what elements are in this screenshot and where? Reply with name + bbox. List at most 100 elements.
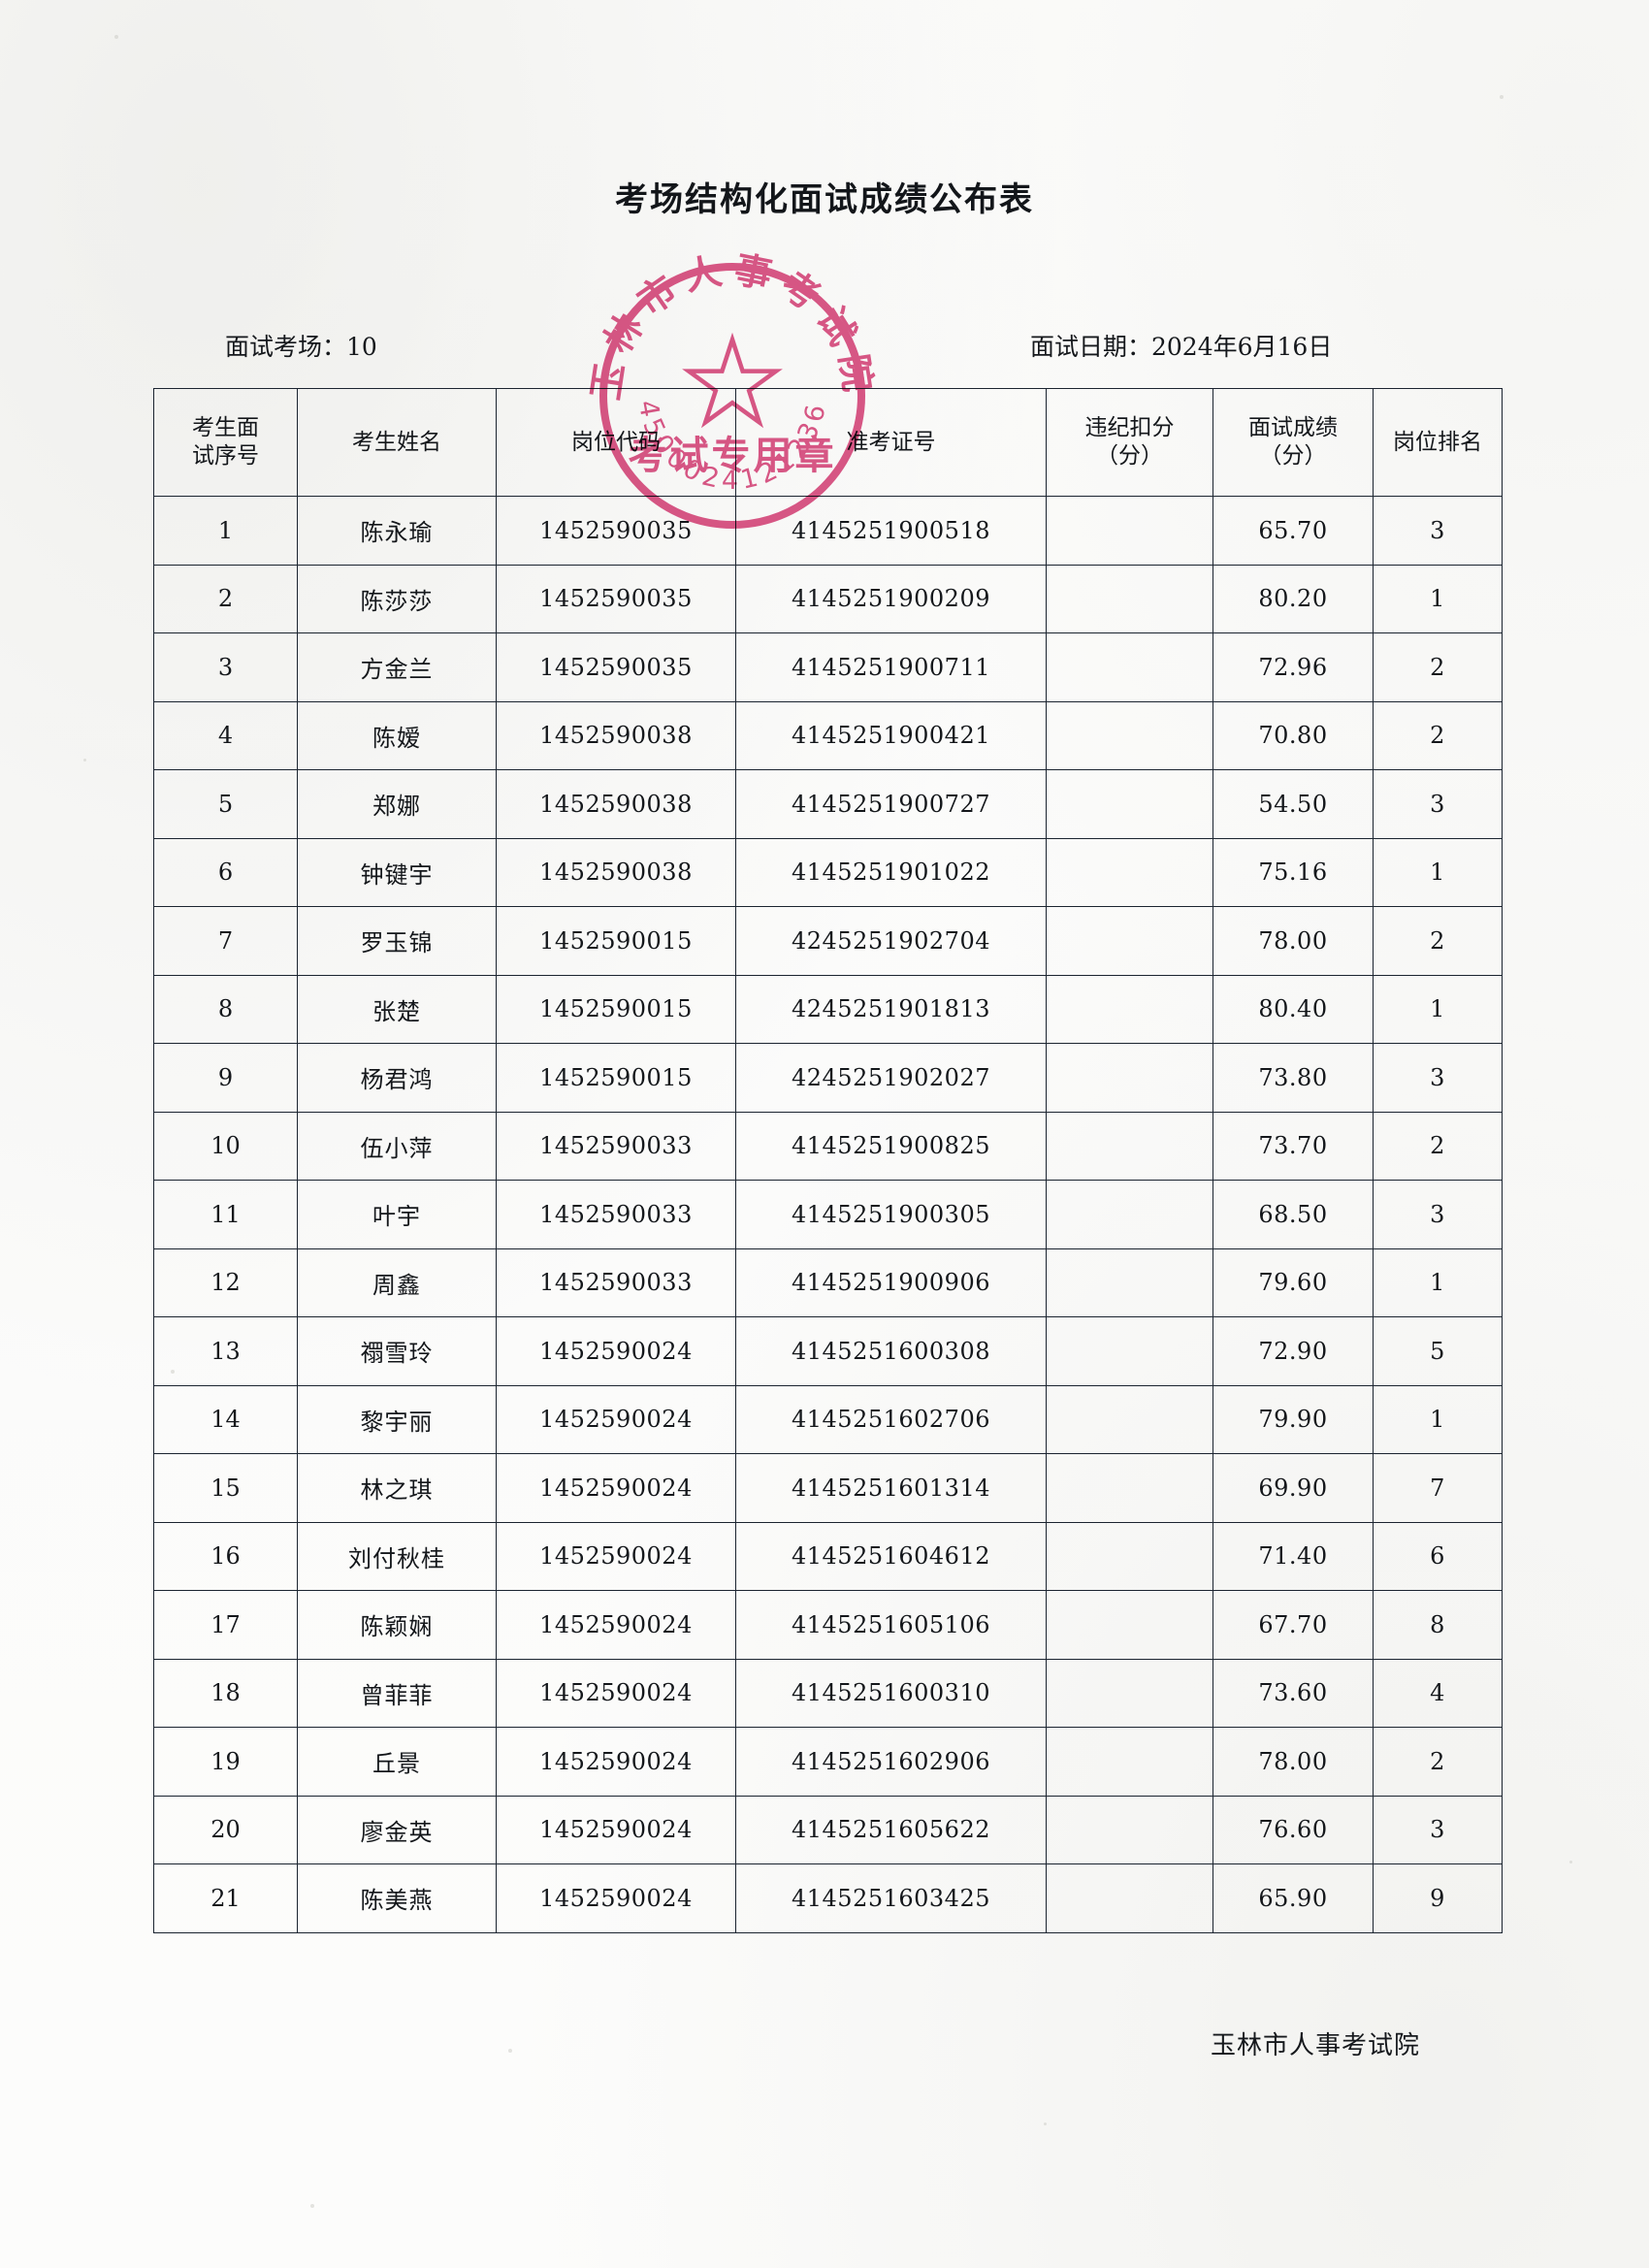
cell-name: 黎宇丽 <box>297 1384 497 1454</box>
cell-score: 72.96 <box>1212 632 1374 702</box>
cell-ticket: 4145251601314 <box>735 1453 1047 1523</box>
cell-deduct <box>1046 1316 1213 1386</box>
table-row: 12 周鑫 1452590033 4145251900906 79.60 1 <box>153 1247 1503 1317</box>
col-header-score-line2: （分） <box>1259 443 1327 469</box>
table-row: 17 陈颖娴 1452590024 4145251605106 67.70 8 <box>153 1590 1503 1660</box>
table-row: 6 钟键宇 1452590038 4145251901022 75.16 1 <box>153 837 1503 907</box>
cell-code: 1452590024 <box>496 1316 736 1386</box>
col-header-rank-line1: 岗位排名 <box>1393 429 1482 455</box>
scan-speck <box>114 35 118 39</box>
cell-ticket: 4145251900906 <box>735 1247 1047 1317</box>
table-row: 16 刘付秋桂 1452590024 4145251604612 71.40 6 <box>153 1521 1503 1591</box>
col-header-score: 面试成绩 （分） <box>1212 388 1374 497</box>
cell-score: 71.40 <box>1212 1521 1374 1591</box>
cell-deduct <box>1046 1795 1213 1864</box>
cell-rank: 1 <box>1373 974 1503 1044</box>
cell-seq: 1 <box>153 496 298 566</box>
cell-name: 张楚 <box>297 974 497 1044</box>
cell-score: 78.00 <box>1212 906 1374 976</box>
table-row: 10 伍小萍 1452590033 4145251900825 73.70 2 <box>153 1111 1503 1181</box>
cell-ticket: 4145251600308 <box>735 1316 1047 1386</box>
cell-score: 73.70 <box>1212 1111 1374 1181</box>
col-header-deduction-line1: 违纪扣分 <box>1084 415 1175 441</box>
cell-code: 1452590035 <box>496 564 736 633</box>
cell-deduct <box>1046 1043 1213 1113</box>
table-header: 考生面 试序号 考生姓名 岗位代码 准考证号 违纪扣分 （分） <box>153 388 1503 497</box>
col-header-seq-line2: 试序号 <box>192 443 259 469</box>
cell-seq: 16 <box>153 1521 298 1591</box>
cell-score: 68.50 <box>1212 1180 1374 1249</box>
issuing-organization: 玉林市人事考试院 <box>1211 2031 1421 2060</box>
table-header-row: 考生面 试序号 考生姓名 岗位代码 准考证号 违纪扣分 （分） <box>153 388 1503 497</box>
cell-rank: 8 <box>1373 1590 1503 1660</box>
cell-code: 1452590015 <box>496 906 736 976</box>
cell-rank: 3 <box>1373 769 1503 839</box>
table-row: 7 罗玉锦 1452590015 4245251902704 78.00 2 <box>153 906 1503 976</box>
cell-ticket: 4145251900209 <box>735 564 1047 633</box>
cell-deduct <box>1046 1247 1213 1317</box>
cell-rank: 1 <box>1373 1247 1503 1317</box>
scan-speck <box>1569 1861 1572 1863</box>
cell-name: 叶宇 <box>297 1180 497 1249</box>
cell-rank: 3 <box>1373 1043 1503 1113</box>
cell-name: 陈美燕 <box>297 1863 497 1933</box>
cell-deduct <box>1046 906 1213 976</box>
cell-code: 1452590038 <box>496 837 736 907</box>
scan-speck <box>1500 95 1504 99</box>
cell-code: 1452590033 <box>496 1180 736 1249</box>
cell-ticket: 4145251605622 <box>735 1795 1047 1864</box>
cell-name: 钟键宇 <box>297 837 497 907</box>
cell-ticket: 4145251900421 <box>735 700 1047 770</box>
cell-seq: 18 <box>153 1658 298 1728</box>
cell-ticket: 4145251900727 <box>735 769 1047 839</box>
cell-name: 廖金英 <box>297 1795 497 1864</box>
cell-deduct <box>1046 1590 1213 1660</box>
cell-deduct <box>1046 1384 1213 1454</box>
col-header-code: 岗位代码 <box>496 388 736 497</box>
table-row: 13 禤雪玲 1452590024 4145251600308 72.90 5 <box>153 1316 1503 1386</box>
table-row: 14 黎宇丽 1452590024 4145251602706 79.90 1 <box>153 1384 1503 1454</box>
cell-deduct <box>1046 1180 1213 1249</box>
cell-score: 80.40 <box>1212 974 1374 1044</box>
cell-code: 1452590038 <box>496 769 736 839</box>
cell-seq: 12 <box>153 1247 298 1317</box>
cell-rank: 1 <box>1373 1384 1503 1454</box>
cell-seq: 3 <box>153 632 298 702</box>
cell-rank: 1 <box>1373 564 1503 633</box>
cell-rank: 3 <box>1373 1795 1503 1864</box>
cell-ticket: 4145251603425 <box>735 1863 1047 1933</box>
cell-deduct <box>1046 632 1213 702</box>
results-table-wrap: 考生面 试序号 考生姓名 岗位代码 准考证号 违纪扣分 （分） <box>153 388 1503 1933</box>
cell-code: 1452590033 <box>496 1111 736 1181</box>
table-row: 21 陈美燕 1452590024 4145251603425 65.90 9 <box>153 1863 1503 1933</box>
cell-ticket: 4145251900305 <box>735 1180 1047 1249</box>
cell-ticket: 4145251602706 <box>735 1384 1047 1454</box>
table-row: 5 郑娜 1452590038 4145251900727 54.50 3 <box>153 769 1503 839</box>
col-header-score-line1: 面试成绩 <box>1248 415 1338 441</box>
meta-row: 面试考场：10 面试日期：2024年6月16日 <box>0 328 1649 363</box>
cell-name: 伍小萍 <box>297 1111 497 1181</box>
cell-ticket: 4145251600310 <box>735 1658 1047 1728</box>
cell-score: 67.70 <box>1212 1590 1374 1660</box>
cell-name: 周鑫 <box>297 1247 497 1317</box>
cell-deduct <box>1046 564 1213 633</box>
cell-name: 丘景 <box>297 1727 497 1797</box>
cell-rank: 5 <box>1373 1316 1503 1386</box>
cell-seq: 13 <box>153 1316 298 1386</box>
scan-speck <box>83 759 86 761</box>
cell-name: 郑娜 <box>297 769 497 839</box>
cell-rank: 9 <box>1373 1863 1503 1933</box>
scan-speck <box>310 2204 314 2208</box>
cell-code: 1452590038 <box>496 700 736 770</box>
cell-score: 70.80 <box>1212 700 1374 770</box>
cell-code: 1452590024 <box>496 1590 736 1660</box>
table-row: 3 方金兰 1452590035 4145251900711 72.96 2 <box>153 632 1503 702</box>
table-body: 1 陈永瑜 1452590035 4145251900518 65.70 3 2 陈莎莎 145… <box>153 496 1503 1933</box>
table-row: 20 廖金英 1452590024 4145251605622 76.60 3 <box>153 1795 1503 1864</box>
cell-score: 75.16 <box>1212 837 1374 907</box>
cell-score: 78.00 <box>1212 1727 1374 1797</box>
interview-venue-label: 面试考场：10 <box>225 333 377 361</box>
cell-seq: 14 <box>153 1384 298 1454</box>
cell-score: 79.90 <box>1212 1384 1374 1454</box>
cell-deduct <box>1046 700 1213 770</box>
